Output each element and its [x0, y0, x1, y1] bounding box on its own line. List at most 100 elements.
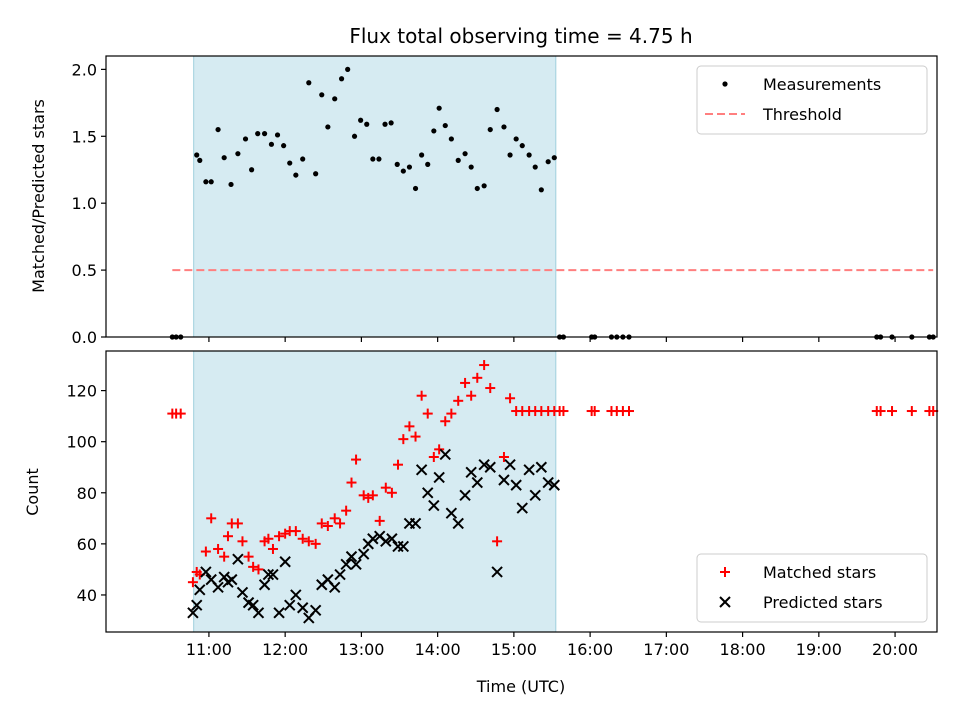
measurement-point — [448, 136, 454, 142]
predicted-star-point — [194, 584, 206, 596]
matched-star-point — [335, 518, 346, 529]
predicted-star-mark-b — [322, 573, 334, 586]
measurement-point — [242, 136, 249, 142]
predicted-star-mark-b — [542, 476, 554, 489]
matched-star-point — [466, 390, 477, 401]
matched-star-point — [422, 408, 433, 419]
predicted-star-point — [471, 476, 483, 489]
measurement-point — [513, 136, 519, 142]
measurement-point — [442, 122, 448, 129]
predicted-star-point — [345, 550, 358, 563]
matched-star-point — [887, 406, 898, 417]
chart-title: Flux total observing time = 4.75 h — [349, 24, 692, 48]
matched-star-point — [386, 487, 397, 498]
predicted-star-point — [422, 487, 434, 499]
predicted-star-point — [523, 464, 535, 476]
measurement-point — [313, 171, 319, 177]
plot-frame — [105, 55, 938, 338]
legend-entry-label: Predicted stars — [763, 593, 883, 612]
x-axis-label: Time (UTC) — [476, 677, 565, 696]
predicted-star-point — [535, 461, 548, 473]
predicted-star-mark-b — [334, 568, 346, 581]
predicted-star-mark-b — [445, 507, 458, 519]
predicted-star-point — [510, 479, 522, 491]
predicted-star-point — [415, 464, 428, 476]
measurement-point — [519, 143, 525, 149]
predicted-star-mark-b — [439, 448, 451, 461]
measurement-point — [351, 133, 358, 139]
matched-star-point — [623, 406, 634, 417]
matched-star-point — [416, 390, 427, 401]
measurement-point — [203, 179, 209, 185]
predicted-star-mark-b — [329, 581, 341, 594]
predicted-star-point — [428, 499, 440, 512]
legend-entry-label: Measurements — [763, 75, 881, 94]
predicted-star-mark-b — [262, 568, 275, 581]
predicted-star-mark-b — [340, 558, 352, 571]
predicted-star-mark-b — [386, 533, 398, 545]
matched-star-point — [434, 444, 445, 455]
predicted-star-mark-b — [200, 566, 212, 578]
predicted-star-mark-b — [191, 599, 203, 611]
measurement-point — [197, 157, 203, 163]
predicted-star-mark-b — [367, 533, 379, 545]
predicted-star-mark-b — [535, 461, 548, 473]
matched-star-point — [374, 515, 385, 526]
predicted-star-point — [380, 535, 392, 548]
y-tick-label: 40 — [77, 586, 97, 605]
measurement-point — [376, 156, 382, 162]
predicted-star-mark-b — [523, 464, 535, 476]
predicted-star-mark-b — [226, 573, 238, 586]
matched-star-point — [267, 543, 278, 554]
predicted-star-mark-b — [397, 540, 410, 553]
x-tick-label: 12:00 — [262, 640, 308, 659]
measurement-point — [406, 164, 413, 170]
predicted-star-point — [226, 573, 238, 586]
legend-box — [696, 553, 928, 623]
measurement-point — [332, 96, 338, 102]
matched-star-point — [392, 459, 403, 470]
predicted-star-mark-b — [212, 581, 224, 594]
measurement-point — [300, 156, 306, 162]
y-tick-label: 2.0 — [72, 60, 97, 79]
predicted-star-point — [340, 558, 352, 571]
x-tick-label: 13:00 — [338, 640, 384, 659]
measurement-point — [501, 124, 507, 130]
measurement-point — [494, 106, 500, 113]
top-panel: 0.0 0.5 1.0 1.5 2.0 Matched/Predicted stars Me… — [29, 55, 938, 347]
x-tick-label: 15:00 — [491, 640, 537, 659]
matched-star-point — [906, 406, 917, 417]
matched-star-point — [479, 360, 490, 371]
matched-star-point — [380, 482, 391, 493]
predicted-star-point — [252, 607, 265, 619]
bottom-panel: 40 60 80 100 120 11:00 12:00 13:00 14:00 15:00 16:… — [23, 350, 939, 659]
predicted-star-mark-b — [504, 458, 516, 471]
predicted-star-mark-b — [309, 604, 322, 616]
matched-star-point — [460, 377, 471, 388]
matched-star-point — [187, 577, 198, 588]
predicted-star-mark-b — [478, 458, 490, 471]
predicted-star-point — [491, 566, 503, 578]
measurement-point — [235, 151, 241, 157]
observing-window-span — [193, 55, 557, 338]
predicted-star-mark-b — [491, 566, 503, 578]
legend-entry-label: Matched stars — [763, 563, 876, 582]
predicted-star-point — [478, 458, 490, 471]
measurement-point — [526, 152, 532, 158]
predicted-star-mark-b — [350, 558, 362, 571]
measurement-point — [194, 152, 200, 158]
matched-star-point — [404, 421, 415, 432]
predicted-star-point — [367, 533, 379, 545]
predicted-star-point — [247, 599, 259, 611]
measurement-point — [221, 155, 227, 161]
matched-star-point — [232, 518, 243, 529]
predicted-star-mark-b — [252, 607, 265, 619]
predicted-star-point — [350, 558, 362, 571]
legend-measurement-swatch — [722, 81, 728, 87]
matched-star-point — [492, 536, 503, 547]
predicted-star-mark-b — [409, 517, 422, 530]
predicted-star-point — [465, 466, 477, 479]
measurement-point — [431, 128, 437, 134]
measurement-point — [382, 121, 388, 127]
